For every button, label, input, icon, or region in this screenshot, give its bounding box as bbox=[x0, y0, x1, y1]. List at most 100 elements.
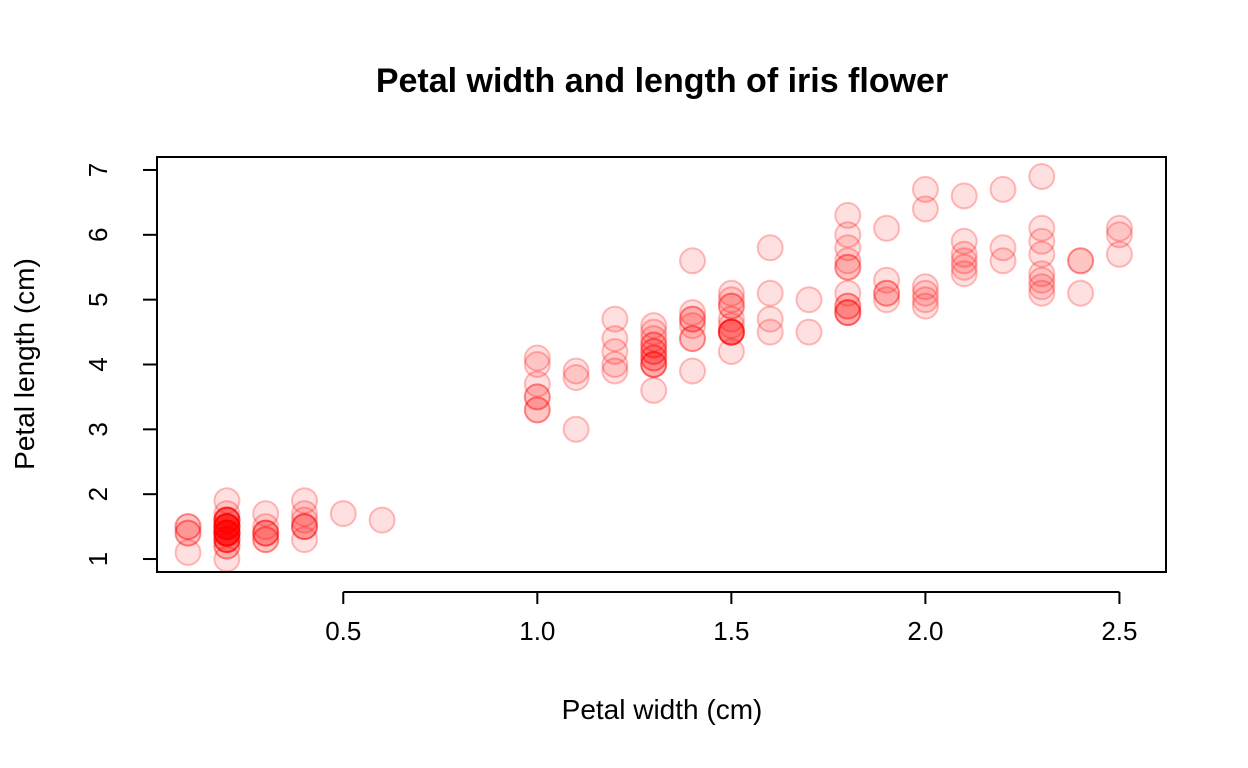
y-tick-label: 7 bbox=[83, 163, 113, 177]
data-point bbox=[601, 357, 629, 385]
data-point bbox=[368, 506, 396, 534]
data-point bbox=[640, 338, 668, 365]
data-point bbox=[291, 513, 318, 541]
x-tick-label: 2.0 bbox=[907, 616, 943, 646]
data-point bbox=[911, 195, 939, 223]
data-point bbox=[213, 519, 241, 547]
data-point bbox=[213, 519, 241, 547]
data-point bbox=[329, 500, 357, 528]
data-point bbox=[717, 338, 745, 365]
data-point bbox=[562, 364, 590, 391]
y-tick-label: 3 bbox=[83, 422, 113, 436]
x-axis: 0.5 1.0 1.5 2.0 2.5 bbox=[325, 591, 1138, 646]
data-point bbox=[834, 247, 862, 275]
data-point bbox=[834, 299, 862, 327]
data-point bbox=[911, 273, 939, 301]
data-point bbox=[213, 506, 241, 534]
data-point bbox=[679, 325, 706, 353]
data-point bbox=[717, 318, 745, 346]
y-tick-label: 2 bbox=[83, 487, 113, 501]
data-point bbox=[213, 532, 241, 560]
data-point bbox=[679, 299, 706, 327]
data-point bbox=[1067, 247, 1095, 275]
x-tick-label: 1.5 bbox=[713, 616, 749, 646]
data-point bbox=[1028, 279, 1056, 307]
data-point bbox=[989, 175, 1017, 203]
data-point bbox=[252, 526, 280, 554]
data-point bbox=[291, 487, 318, 515]
data-point bbox=[291, 513, 318, 541]
data-point bbox=[756, 305, 784, 333]
data-point bbox=[213, 519, 241, 547]
data-point bbox=[756, 234, 784, 262]
data-point bbox=[795, 286, 823, 314]
data-point bbox=[717, 312, 745, 340]
data-point bbox=[252, 519, 280, 547]
y-tick-label: 4 bbox=[83, 357, 113, 371]
data-point bbox=[213, 526, 241, 554]
data-point bbox=[213, 513, 241, 541]
data-point bbox=[873, 279, 901, 307]
data-point bbox=[640, 312, 668, 340]
data-point bbox=[640, 351, 668, 378]
y-axis-label: Petal length (cm) bbox=[9, 258, 40, 470]
data-point bbox=[213, 526, 241, 554]
data-point bbox=[911, 292, 939, 320]
data-point bbox=[174, 519, 202, 547]
data-point bbox=[950, 227, 978, 255]
data-point bbox=[834, 299, 862, 327]
data-point bbox=[562, 357, 590, 385]
data-point bbox=[601, 351, 629, 378]
data-point bbox=[1105, 221, 1133, 249]
data-point bbox=[717, 292, 745, 320]
x-axis-label: Petal width (cm) bbox=[562, 694, 763, 725]
data-point bbox=[523, 396, 551, 424]
data-point bbox=[834, 234, 862, 262]
y-tick-label: 6 bbox=[83, 228, 113, 242]
data-point bbox=[679, 357, 706, 385]
data-point bbox=[291, 513, 318, 541]
data-point bbox=[174, 519, 202, 547]
data-point bbox=[834, 201, 862, 229]
data-point bbox=[717, 318, 745, 346]
data-point bbox=[213, 519, 241, 547]
chart-title: Petal width and length of iris flower bbox=[376, 62, 948, 100]
data-point bbox=[252, 513, 280, 541]
data-point bbox=[717, 305, 745, 333]
data-point bbox=[1105, 214, 1133, 242]
data-point bbox=[213, 519, 241, 547]
y-axis: 1 2 3 4 5 6 7 bbox=[83, 163, 158, 566]
data-point bbox=[717, 279, 745, 307]
x-tick-label: 2.5 bbox=[1101, 616, 1137, 646]
data-point bbox=[640, 344, 668, 372]
data-point bbox=[911, 286, 939, 314]
data-point bbox=[213, 519, 241, 547]
data-point bbox=[213, 513, 241, 541]
data-point bbox=[834, 279, 862, 307]
data-point bbox=[756, 279, 784, 307]
data-point bbox=[679, 247, 706, 275]
data-point bbox=[717, 318, 745, 346]
data-point bbox=[834, 253, 862, 281]
data-point bbox=[291, 500, 318, 528]
data-point bbox=[950, 247, 978, 275]
data-point bbox=[679, 305, 706, 333]
data-point bbox=[252, 526, 280, 554]
data-point bbox=[717, 292, 745, 320]
data-point bbox=[1028, 266, 1056, 294]
data-point bbox=[640, 344, 668, 372]
data-point bbox=[1028, 214, 1056, 242]
x-tick-label: 1.0 bbox=[519, 616, 555, 646]
data-point bbox=[834, 221, 862, 249]
data-point bbox=[989, 234, 1017, 262]
y-tick-label: 5 bbox=[83, 292, 113, 306]
data-point bbox=[213, 519, 241, 547]
data-point bbox=[1028, 240, 1056, 268]
data-point bbox=[640, 325, 668, 353]
data-point bbox=[717, 286, 745, 314]
data-point bbox=[640, 331, 668, 359]
data-point bbox=[911, 279, 939, 307]
data-point bbox=[213, 506, 241, 534]
data-point bbox=[950, 240, 978, 268]
